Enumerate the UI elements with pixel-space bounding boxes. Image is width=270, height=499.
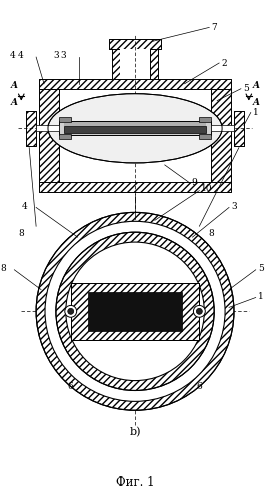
Text: 1: 1 — [258, 292, 264, 301]
Text: 8: 8 — [1, 264, 6, 273]
Bar — [71, 282, 199, 340]
Text: 8: 8 — [18, 229, 24, 238]
Ellipse shape — [48, 94, 222, 163]
Circle shape — [36, 213, 234, 410]
Text: A: A — [252, 81, 259, 90]
Text: 3: 3 — [61, 50, 66, 59]
Bar — [199, 117, 211, 139]
Bar — [59, 117, 71, 139]
Text: 5: 5 — [243, 84, 249, 93]
Bar — [199, 117, 211, 122]
Bar — [39, 89, 59, 182]
Bar — [36, 125, 59, 131]
Text: Фиг. 1: Фиг. 1 — [116, 476, 154, 489]
Text: 6: 6 — [197, 382, 202, 391]
Text: 6: 6 — [132, 221, 138, 230]
Bar — [211, 89, 231, 182]
Text: 6: 6 — [68, 382, 74, 391]
Text: 3: 3 — [231, 202, 237, 211]
Text: A: A — [11, 98, 18, 107]
Text: 4: 4 — [21, 202, 27, 211]
Bar — [59, 117, 71, 139]
Circle shape — [56, 232, 214, 391]
Text: b): b) — [129, 427, 141, 437]
Text: a): a) — [130, 238, 141, 248]
Bar — [211, 89, 231, 182]
Text: 1: 1 — [253, 108, 259, 117]
Text: 9: 9 — [191, 178, 197, 187]
Circle shape — [45, 221, 225, 401]
Bar — [59, 121, 211, 135]
Text: 3: 3 — [53, 50, 59, 59]
Bar — [234, 111, 244, 146]
Text: 10: 10 — [201, 184, 213, 193]
Bar — [150, 39, 158, 79]
Bar — [39, 79, 231, 89]
Circle shape — [196, 308, 202, 314]
Bar — [64, 126, 206, 133]
Text: A: A — [11, 81, 18, 90]
Bar — [39, 79, 231, 89]
Bar — [39, 182, 231, 192]
Bar — [88, 291, 182, 331]
Text: 4: 4 — [17, 50, 23, 59]
Bar — [39, 182, 231, 192]
Circle shape — [68, 308, 74, 314]
Text: 5: 5 — [258, 264, 264, 273]
Bar — [112, 39, 120, 79]
Bar — [234, 111, 244, 146]
Bar — [199, 134, 211, 139]
Bar — [64, 122, 206, 126]
Text: 4: 4 — [9, 50, 15, 59]
Bar — [199, 117, 211, 139]
Text: 7: 7 — [211, 23, 217, 32]
Bar — [39, 89, 59, 182]
Bar — [109, 39, 161, 49]
Circle shape — [66, 242, 204, 381]
Bar — [71, 282, 199, 340]
Bar — [26, 111, 36, 146]
Bar — [120, 49, 150, 79]
Circle shape — [193, 305, 205, 317]
Circle shape — [65, 305, 77, 317]
Bar — [109, 39, 161, 49]
Text: A: A — [252, 98, 259, 107]
Bar — [26, 111, 36, 146]
Text: 8: 8 — [208, 229, 214, 238]
Bar — [112, 39, 120, 79]
Bar — [211, 125, 234, 131]
Text: А–А: А–А — [124, 254, 146, 263]
Bar — [150, 39, 158, 79]
Bar — [59, 117, 71, 122]
Text: 2: 2 — [221, 58, 227, 67]
Bar — [59, 134, 71, 139]
